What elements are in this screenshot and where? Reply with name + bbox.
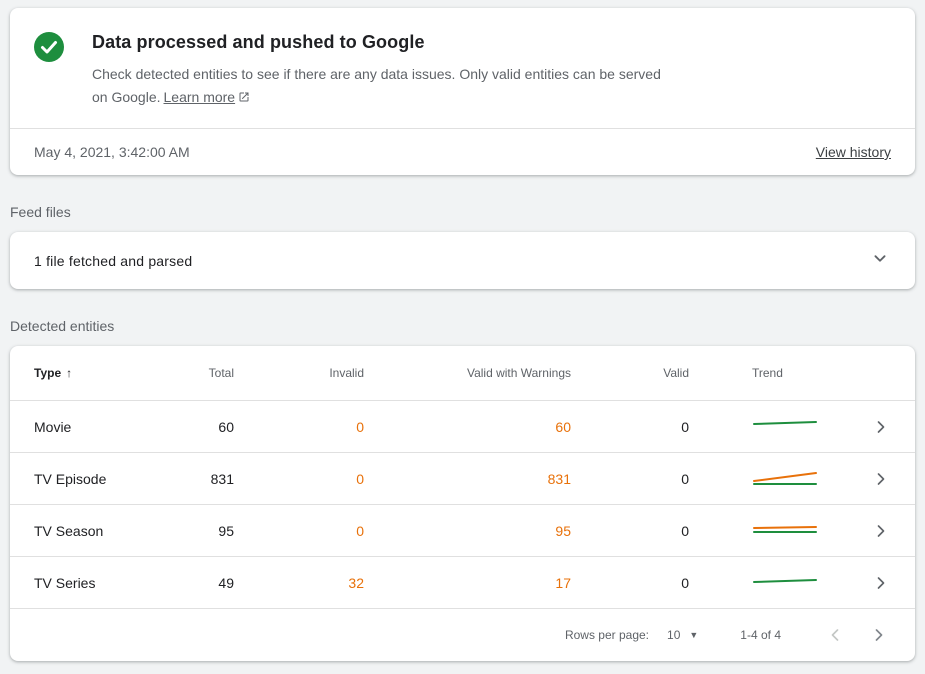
detected-entities-section-label: Detected entities	[10, 318, 115, 334]
status-text-block: Data processed and pushed to Google Chec…	[92, 30, 667, 110]
entity-type: Movie	[34, 418, 72, 435]
status-description-text: Check detected entities to see if there …	[92, 66, 661, 105]
status-card: Data processed and pushed to Google Chec…	[10, 8, 915, 175]
entity-type: TV Episode	[34, 470, 107, 487]
column-header-invalid[interactable]: Invalid	[329, 366, 364, 380]
table-row-movie[interactable]: Movie 60 0 60 0	[10, 401, 915, 453]
feed-files-section-label: Feed files	[10, 204, 71, 220]
entity-type: TV Season	[34, 522, 104, 539]
valid-value: 0	[681, 522, 689, 539]
table-row-tv-series[interactable]: TV Series 49 32 17 0	[10, 557, 915, 609]
column-header-type-label: Type	[34, 366, 62, 380]
trend-sparkline	[752, 572, 863, 594]
valid-with-warnings-value: 17	[555, 574, 571, 591]
last-processed-timestamp: May 4, 2021, 3:42:00 AM	[34, 144, 190, 160]
row-chevron-right-icon[interactable]	[863, 521, 891, 541]
status-title: Data processed and pushed to Google	[92, 32, 425, 52]
success-check-icon	[34, 30, 64, 110]
rows-per-page-value: 10	[667, 628, 681, 642]
total-value: 60	[218, 418, 234, 435]
trend-sparkline	[752, 520, 863, 542]
total-value: 49	[218, 574, 234, 591]
feed-files-expander[interactable]: 1 file fetched and parsed	[10, 232, 915, 289]
external-link-icon	[238, 90, 250, 106]
column-header-valid[interactable]: Valid	[663, 366, 689, 380]
invalid-value: 32	[348, 574, 364, 591]
valid-with-warnings-value: 60	[555, 418, 571, 435]
valid-value: 0	[681, 574, 689, 591]
pagination-range: 1-4 of 4	[740, 628, 781, 642]
feed-files-summary: 1 file fetched and parsed	[34, 252, 193, 269]
total-value: 95	[218, 522, 234, 539]
dropdown-caret-icon: ▼	[689, 630, 699, 640]
trend-sparkline	[752, 416, 863, 438]
table-header-row: Type ↑ Total Invalid Valid with Warnings…	[10, 346, 915, 401]
learn-more-link[interactable]: Learn more	[163, 89, 236, 105]
row-chevron-right-icon[interactable]	[863, 469, 891, 489]
valid-value: 0	[681, 470, 689, 487]
trend-sparkline	[752, 468, 863, 490]
previous-page-button[interactable]	[823, 623, 847, 647]
status-footer: May 4, 2021, 3:42:00 AM View history	[10, 128, 915, 175]
next-page-button[interactable]	[867, 623, 891, 647]
invalid-value: 0	[356, 522, 364, 539]
status-card-main: Data processed and pushed to Google Chec…	[10, 8, 915, 128]
view-history-link[interactable]: View history	[815, 144, 891, 160]
table-row-tv-season[interactable]: TV Season 95 0 95 0	[10, 505, 915, 557]
row-chevron-right-icon[interactable]	[863, 573, 891, 593]
valid-with-warnings-value: 95	[555, 522, 571, 539]
invalid-value: 0	[356, 418, 364, 435]
table-paginator: Rows per page: 10 ▼ 1-4 of 4	[10, 609, 915, 661]
table-row-tv-episode[interactable]: TV Episode 831 0 831 0	[10, 453, 915, 505]
row-chevron-right-icon[interactable]	[863, 417, 891, 437]
chevron-down-icon[interactable]	[869, 247, 891, 274]
column-header-trend: Trend	[752, 366, 783, 380]
column-header-valid-with-warnings[interactable]: Valid with Warnings	[466, 366, 571, 380]
sort-ascending-icon: ↑	[66, 366, 73, 380]
status-description: Check detected entities to see if there …	[92, 63, 667, 110]
column-header-type[interactable]: Type ↑	[34, 366, 169, 380]
valid-value: 0	[681, 418, 689, 435]
invalid-value: 0	[356, 470, 364, 487]
detected-entities-table: Type ↑ Total Invalid Valid with Warnings…	[10, 346, 915, 661]
rows-per-page-select[interactable]: 10 ▼	[667, 628, 698, 642]
valid-with-warnings-value: 831	[547, 470, 571, 487]
entity-type: TV Series	[34, 574, 96, 591]
column-header-total[interactable]: Total	[208, 366, 234, 380]
total-value: 831	[210, 470, 234, 487]
rows-per-page-label: Rows per page:	[564, 628, 650, 642]
